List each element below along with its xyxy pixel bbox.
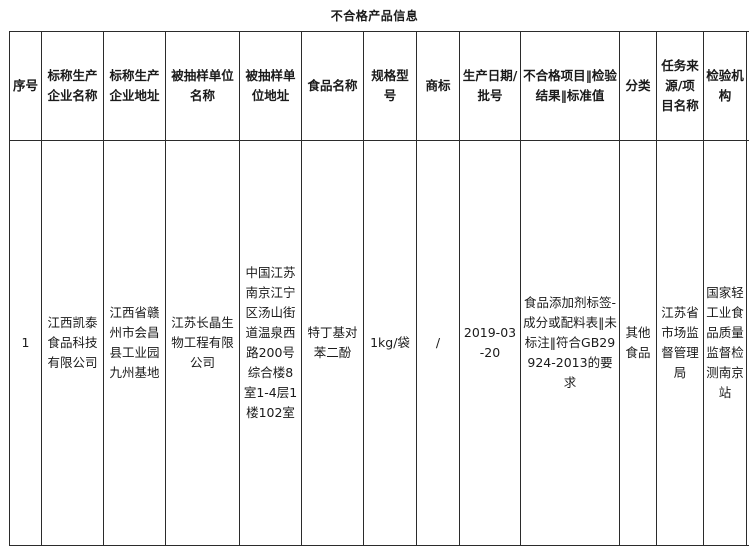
column-header-sampled-unit-address: 被抽样单位地址 — [240, 32, 302, 141]
cell-food-name: 特丁基对苯二酚 — [302, 141, 364, 546]
unqualified-products-table: 序号 标称生产企业名称 标称生产企业地址 被抽样单位名称 被抽样单位地址 食品名… — [9, 31, 749, 546]
column-header-brand: 商标 — [417, 32, 460, 141]
cell-category: 其他食品 — [620, 141, 657, 546]
column-header-production-date: 生产日期/批号 — [460, 32, 521, 141]
cell-manufacturer-address: 江西省赣州市会昌县工业园九州基地 — [104, 141, 166, 546]
table-row: 1 江西凯泰食品科技有限公司 江西省赣州市会昌县工业园九州基地 江苏长晶生物工程… — [10, 141, 749, 546]
table-header: 序号 标称生产企业名称 标称生产企业地址 被抽样单位名称 被抽样单位地址 食品名… — [10, 32, 749, 141]
cell-sampled-unit-name: 江苏长晶生物工程有限公司 — [166, 141, 240, 546]
cell-index: 1 — [10, 141, 42, 546]
table-header-row: 序号 标称生产企业名称 标称生产企业地址 被抽样单位名称 被抽样单位地址 食品名… — [10, 32, 749, 141]
table-body: 1 江西凯泰食品科技有限公司 江西省赣州市会昌县工业园九州基地 江苏长晶生物工程… — [10, 141, 749, 546]
column-header-task-source: 任务来源/项目名称 — [657, 32, 704, 141]
cell-inspection-org: 国家轻工业食品质量监督检测南京站 — [704, 141, 747, 546]
column-header-category: 分类 — [620, 32, 657, 141]
cell-task-source: 江苏省市场监督管理局 — [657, 141, 704, 546]
cell-failed-item: 食品添加剂标签-成分或配料表‖未标注‖符合GB29924-2013的要求 — [521, 141, 620, 546]
column-header-sampled-unit-name: 被抽样单位名称 — [166, 32, 240, 141]
column-header-manufacturer-address: 标称生产企业地址 — [104, 32, 166, 141]
cell-sampled-unit-address: 中国江苏南京江宁区汤山街道温泉西路200号综合楼8室1-4层1楼102室 — [240, 141, 302, 546]
cell-manufacturer-name: 江西凯泰食品科技有限公司 — [42, 141, 104, 546]
page-title: 不合格产品信息 — [0, 0, 749, 31]
cell-specification: 1kg/袋 — [364, 141, 417, 546]
column-header-index: 序号 — [10, 32, 42, 141]
column-header-food-name: 食品名称 — [302, 32, 364, 141]
column-header-manufacturer-name: 标称生产企业名称 — [42, 32, 104, 141]
column-header-failed-item: 不合格项目‖检验结果‖标准值 — [521, 32, 620, 141]
column-header-inspection-org: 检验机构 — [704, 32, 747, 141]
cell-brand: / — [417, 141, 460, 546]
cell-production-date: 2019-03-20 — [460, 141, 521, 546]
column-header-specification: 规格型号 — [364, 32, 417, 141]
